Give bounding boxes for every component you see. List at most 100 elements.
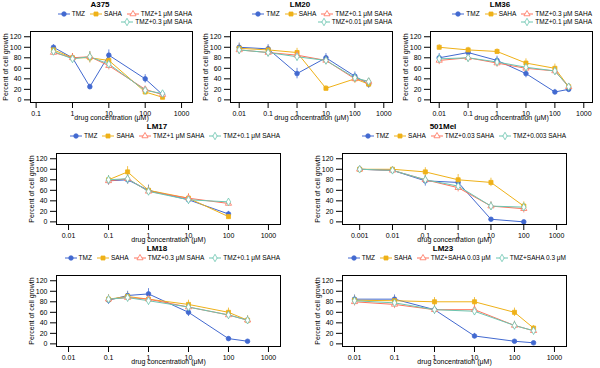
html-text:SAHA: SAHA	[104, 10, 122, 17]
svg-text:20: 20	[214, 86, 222, 93]
svg-text:40: 40	[326, 319, 334, 326]
svg-text:80: 80	[40, 176, 48, 183]
svg-text:0: 0	[418, 96, 422, 103]
html-text:LM20: LM20	[289, 0, 311, 9]
svg-text:0.01: 0.01	[432, 110, 446, 117]
svg-text:Percent of cell growth: Percent of cell growth	[28, 277, 36, 344]
svg-text:drug concentration (μM): drug concentration (μM)	[474, 114, 548, 122]
svg-text:100: 100	[509, 354, 521, 361]
svg-text:drug concentration (μM): drug concentration (μM)	[74, 114, 148, 122]
svg-text:80: 80	[14, 54, 22, 61]
svg-text:120: 120	[410, 33, 422, 40]
svg-text:0.001: 0.001	[351, 232, 369, 239]
svg-text:40: 40	[414, 75, 422, 82]
svg-text:80: 80	[326, 176, 334, 183]
svg-text:100: 100	[322, 288, 334, 295]
svg-text:100: 100	[36, 288, 48, 295]
svg-text:drug concentration (μM): drug concentration (μM)	[274, 114, 348, 122]
svg-text:100: 100	[36, 166, 48, 173]
svg-text:60: 60	[414, 65, 422, 72]
svg-text:1000: 1000	[547, 354, 563, 361]
svg-text:60: 60	[326, 309, 334, 316]
svg-text:0: 0	[18, 96, 22, 103]
svg-text:1000: 1000	[576, 110, 592, 117]
svg-text:0.01: 0.01	[232, 110, 246, 117]
svg-text:Percent of cell growth: Percent of cell growth	[314, 155, 322, 222]
svg-text:40: 40	[40, 319, 48, 326]
svg-text:Percent of cell growth: Percent of cell growth	[402, 33, 410, 100]
svg-text:100: 100	[349, 110, 361, 117]
svg-text:80: 80	[214, 54, 222, 61]
html-text:LM36: LM36	[489, 0, 511, 9]
svg-text:120: 120	[10, 33, 22, 40]
svg-text:Percent of cell growth: Percent of cell growth	[28, 155, 36, 222]
svg-text:20: 20	[326, 208, 334, 215]
svg-text:120: 120	[210, 33, 222, 40]
html-text:LM23: LM23	[432, 244, 454, 253]
svg-text:40: 40	[326, 197, 334, 204]
svg-text:120: 120	[36, 155, 48, 162]
svg-text:0.1: 0.1	[263, 110, 273, 117]
html-text:TMZ+1 μM SAHA: TMZ+1 μM SAHA	[140, 10, 192, 17]
svg-text:60: 60	[14, 65, 22, 72]
svg-text:100: 100	[410, 44, 422, 51]
svg-text:1000: 1000	[174, 110, 190, 117]
svg-text:60: 60	[326, 187, 334, 194]
svg-text:drug concentration (μM): drug concentration (μM)	[131, 236, 205, 244]
svg-text:100: 100	[223, 232, 235, 239]
svg-text:0.01: 0.01	[62, 232, 76, 239]
svg-text:100: 100	[210, 44, 222, 51]
html-text:TMZ: TMZ	[71, 10, 85, 17]
svg-text:80: 80	[414, 54, 422, 61]
svg-text:20: 20	[40, 208, 48, 215]
svg-text:40: 40	[214, 75, 222, 82]
svg-text:0: 0	[44, 340, 48, 347]
svg-text:Percent of cell growth: Percent of cell growth	[314, 277, 322, 344]
svg-text:1000: 1000	[261, 232, 277, 239]
svg-text:20: 20	[326, 330, 334, 337]
svg-text:1000: 1000	[549, 232, 565, 239]
svg-text:20: 20	[14, 86, 22, 93]
svg-text:100: 100	[223, 354, 235, 361]
svg-text:0.1: 0.1	[104, 232, 114, 239]
svg-text:100: 100	[549, 110, 561, 117]
svg-text:100: 100	[518, 232, 530, 239]
svg-text:100: 100	[322, 166, 334, 173]
svg-text:0: 0	[330, 340, 334, 347]
svg-text:0.1: 0.1	[463, 110, 473, 117]
svg-text:Percent of cell growth: Percent of cell growth	[202, 33, 210, 100]
svg-text:20: 20	[40, 330, 48, 337]
svg-text:0: 0	[44, 218, 48, 225]
html-text:TMZ+0.3 μM SAHA: TMZ+0.3 μM SAHA	[135, 18, 192, 25]
svg-text:120: 120	[322, 277, 334, 284]
svg-text:60: 60	[40, 187, 48, 194]
svg-text:0.01: 0.01	[386, 232, 400, 239]
svg-text:drug concentration (μM): drug concentration (μM)	[417, 358, 491, 366]
html-text:LM18: LM18	[146, 244, 168, 253]
html-text:A375: A375	[90, 0, 110, 9]
svg-text:120: 120	[322, 155, 334, 162]
svg-text:80: 80	[326, 298, 334, 305]
svg-text:40: 40	[40, 197, 48, 204]
svg-text:100: 100	[10, 44, 22, 51]
svg-text:drug concentration (μM): drug concentration (μM)	[417, 236, 491, 244]
svg-text:0.1: 0.1	[390, 354, 400, 361]
svg-text:0.01: 0.01	[348, 354, 362, 361]
svg-text:60: 60	[214, 65, 222, 72]
svg-text:0.01: 0.01	[62, 354, 76, 361]
svg-text:60: 60	[40, 309, 48, 316]
svg-text:Percent of cell growth: Percent of cell growth	[2, 33, 10, 100]
svg-text:1000: 1000	[376, 110, 392, 117]
svg-text:drug concentration (μM): drug concentration (μM)	[131, 358, 205, 366]
svg-text:40: 40	[14, 75, 22, 82]
svg-text:0.1: 0.1	[104, 354, 114, 361]
svg-text:0: 0	[218, 96, 222, 103]
html-text:501Mel: 501Mel	[429, 122, 457, 131]
svg-text:80: 80	[40, 298, 48, 305]
svg-text:1000: 1000	[261, 354, 277, 361]
svg-text:0.1: 0.1	[31, 110, 41, 117]
svg-text:120: 120	[36, 277, 48, 284]
html-text:LM17: LM17	[146, 122, 168, 131]
svg-text:0: 0	[330, 218, 334, 225]
svg-text:20: 20	[414, 86, 422, 93]
